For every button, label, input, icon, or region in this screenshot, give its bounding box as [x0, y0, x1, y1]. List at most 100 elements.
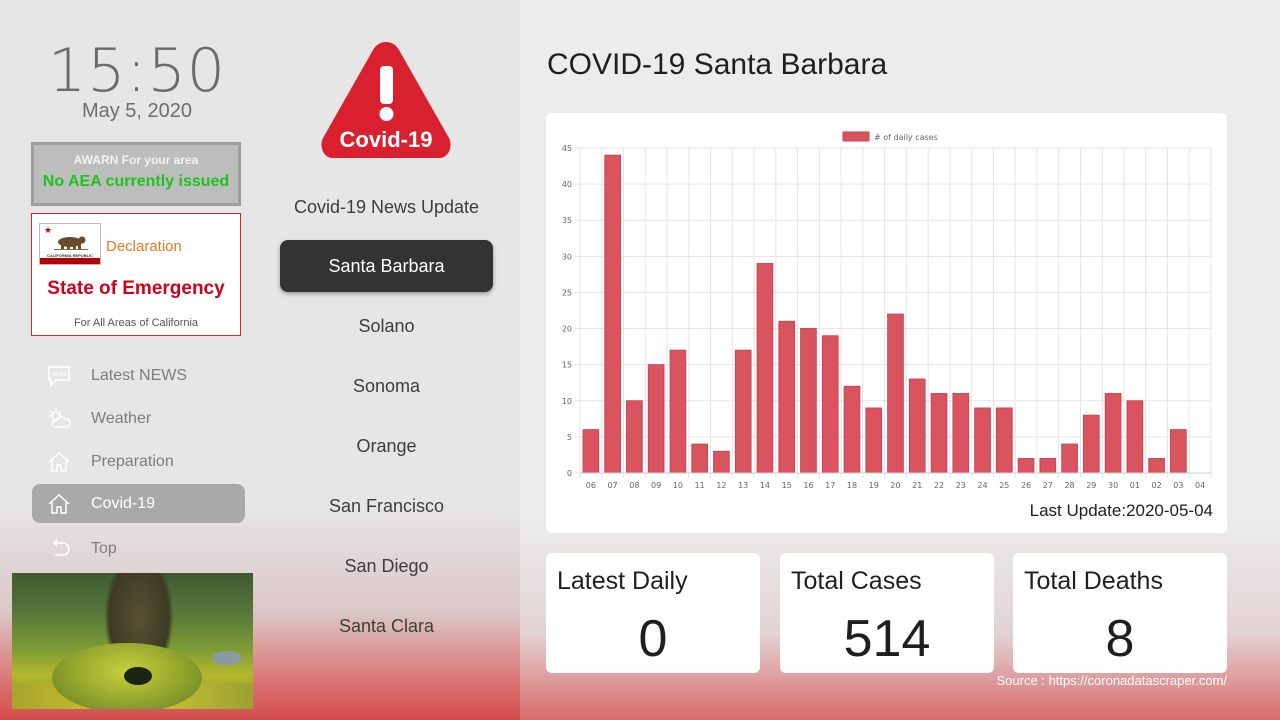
nav-item-label: Covid-19 — [91, 494, 156, 512]
x-tick-label: 04 — [1195, 481, 1205, 490]
city-item-orange[interactable]: Orange — [356, 435, 417, 456]
city-item-santa-clara[interactable]: Santa Clara — [338, 615, 435, 636]
nav-item-top[interactable]: Top — [32, 529, 245, 568]
chart-card: 0 5 10 15 20 25 30 35 40 45 06 07 08 09 10 11 12 13 14 15 16… — [546, 113, 1227, 533]
x-tick-label: 06 — [586, 481, 596, 490]
city-item-san-diego[interactable]: San Diego — [344, 555, 429, 576]
bar — [669, 349, 687, 474]
svg-text:NEWS: NEWS — [51, 372, 66, 378]
x-tick-label: 02 — [1152, 481, 1162, 490]
stat-value: 8 — [1105, 610, 1135, 668]
x-tick-label: 29 — [1086, 481, 1096, 490]
x-tick-label: 03 — [1173, 481, 1183, 490]
nav-item-weather[interactable]: Weather — [32, 399, 245, 438]
exclamation-icon — [380, 66, 393, 104]
nav-item-covid-19[interactable]: Covid-19 — [32, 484, 245, 523]
bar — [691, 443, 709, 474]
page-title: COVID-19 Santa Barbara — [547, 48, 888, 81]
y-tick-label: 35 — [562, 216, 572, 225]
bar — [1082, 414, 1100, 474]
video-rock — [212, 651, 242, 665]
city-item-san-francisco[interactable]: San Francisco — [328, 495, 445, 516]
stat-label: Total Deaths — [1024, 567, 1163, 595]
city-heading: Covid-19 News Update — [293, 196, 480, 217]
stat-label: Latest Daily — [557, 567, 688, 595]
bar — [821, 335, 839, 474]
bar — [974, 407, 991, 474]
bar — [756, 263, 774, 474]
daily-cases-chart: 0 5 10 15 20 25 30 35 40 45 06 07 08 09 10 11 12 13 14 15 16… — [562, 131, 1212, 490]
bar — [800, 328, 817, 474]
y-tick-label: 10 — [562, 397, 572, 406]
news-icon: NEWS — [45, 362, 73, 390]
x-tick-label: 14 — [760, 481, 770, 490]
nav-item-label: Preparation — [91, 452, 174, 470]
bar — [887, 313, 904, 474]
bar — [930, 393, 948, 474]
bar — [995, 407, 1013, 474]
bar — [604, 154, 621, 474]
right-panel: COVID-19 Santa Barbara 0 5 10 15 20 25 30 35 40 4… — [520, 0, 1280, 720]
y-tick-label: 20 — [562, 325, 572, 334]
awarn-status: No AEA currently issued — [42, 173, 230, 190]
stat-card-total-cases: Total Cases 514 — [780, 553, 994, 673]
bar — [1148, 458, 1165, 474]
awarn-panel[interactable]: AWARN For your area No AEA currently iss… — [31, 142, 241, 206]
video-hole — [124, 667, 152, 685]
y-tick-label: 45 — [562, 144, 572, 153]
clock-time: 15:50 — [48, 36, 226, 106]
city-item-sonoma[interactable]: Sonoma — [352, 375, 421, 396]
legend-swatch — [842, 131, 870, 142]
legend-label: # of daily cases — [874, 133, 938, 142]
video-player[interactable] — [12, 573, 253, 709]
x-tick-label: 24 — [977, 481, 987, 490]
bar — [908, 378, 926, 474]
stat-card-total-deaths: Total Deaths 8 — [1013, 553, 1227, 673]
california-flag-icon: ★ CALIFORNIA REPUBLIC — [39, 223, 101, 265]
x-tick-label: 26 — [1021, 481, 1031, 490]
x-tick-label: 17 — [825, 481, 835, 490]
covid-warning-logo: Covid-19 — [321, 42, 451, 158]
last-update: Last Update:2020-05-04 — [1029, 501, 1213, 520]
bar — [713, 450, 730, 474]
bar — [1017, 458, 1035, 474]
nav-item-preparation[interactable]: Preparation — [32, 442, 245, 481]
flag-stripe — [40, 258, 100, 264]
x-tick-label: 01 — [1130, 481, 1140, 490]
x-tick-label: 21 — [912, 481, 922, 490]
declaration-subtitle: For All Areas of California — [73, 317, 199, 329]
x-tick-label: 18 — [847, 481, 857, 490]
x-tick-label: 22 — [934, 481, 944, 490]
declaration-title: Declaration — [106, 238, 182, 255]
x-tick-label: 15 — [782, 481, 792, 490]
x-tick-label: 25 — [999, 481, 1009, 490]
y-tick-label: 30 — [562, 252, 572, 261]
stat-label: Total Cases — [791, 567, 922, 595]
y-tick-label: 15 — [562, 361, 572, 370]
x-tick-label: 09 — [651, 481, 661, 490]
clock-date: May 5, 2020 — [81, 100, 193, 122]
bar — [1170, 429, 1187, 474]
weather-icon — [45, 405, 73, 433]
bar — [1039, 458, 1057, 474]
bar — [865, 407, 883, 474]
star-icon: ★ — [44, 225, 53, 235]
x-tick-label: 27 — [1043, 481, 1053, 490]
y-tick-label: 0 — [567, 469, 572, 478]
y-tick-label: 40 — [562, 180, 572, 189]
city-item-solano[interactable]: Solano — [358, 315, 415, 336]
x-tick-label: 12 — [716, 481, 726, 490]
bar — [647, 364, 665, 474]
stat-value: 514 — [843, 610, 931, 668]
source-link[interactable]: Source : https://coronadatascraper.com/ — [996, 673, 1227, 688]
nav-item-latest-news[interactable]: NEWS Latest NEWS — [32, 356, 245, 395]
x-tick-label: 16 — [803, 481, 813, 490]
declaration-panel[interactable]: ★ CALIFORNIA REPUBLIC Declaration State … — [31, 213, 241, 336]
nav-item-label: Top — [91, 539, 117, 557]
city-item-santa-barbara[interactable]: Santa Barbara — [280, 240, 493, 292]
bar — [734, 349, 752, 474]
stat-value: 0 — [638, 610, 668, 668]
logo-text: Covid-19 — [340, 127, 433, 152]
x-tick-label: 19 — [869, 481, 879, 490]
x-tick-label: 11 — [695, 481, 705, 490]
